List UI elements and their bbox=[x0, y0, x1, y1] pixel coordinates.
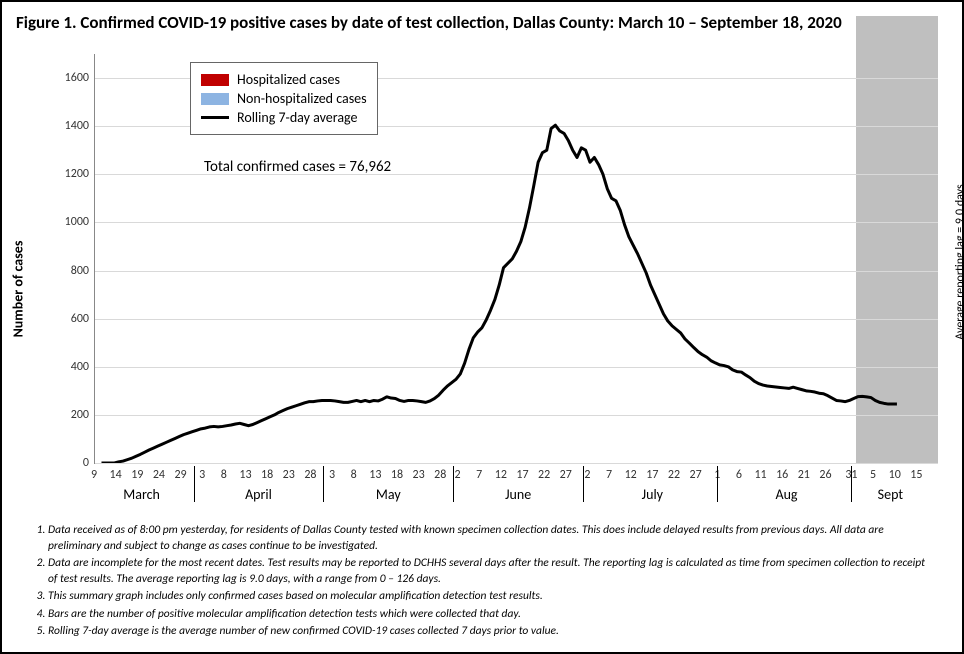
legend-nonhosp: Non-hospitalized cases bbox=[201, 90, 367, 107]
x-tick-label: 18 bbox=[261, 468, 273, 482]
month-label: April bbox=[245, 486, 272, 503]
month-separator bbox=[851, 466, 852, 502]
legend-avg: Rolling 7-day average bbox=[201, 109, 367, 126]
x-tick-label: 10 bbox=[889, 468, 901, 482]
month-separator bbox=[194, 466, 195, 502]
legend-nonhosp-label: Non-hospitalized cases bbox=[237, 90, 367, 107]
x-tick-label: 27 bbox=[560, 468, 572, 482]
y-tick-label: 1000 bbox=[49, 215, 95, 229]
legend-nonhosp-swatch bbox=[201, 93, 229, 105]
legend-avg-swatch bbox=[201, 116, 229, 119]
y-tick-label: 1200 bbox=[49, 167, 95, 181]
x-tick-label: 7 bbox=[476, 468, 482, 482]
x-tick-label: 13 bbox=[369, 468, 381, 482]
month-separator bbox=[717, 466, 718, 502]
x-tick-label: 23 bbox=[283, 468, 295, 482]
x-tick-label: 26 bbox=[819, 468, 831, 482]
footnote: Data are incomplete for the most recent … bbox=[48, 556, 936, 587]
gridline bbox=[95, 222, 938, 223]
x-tick-label: 22 bbox=[668, 468, 680, 482]
x-tick-label: 18 bbox=[391, 468, 403, 482]
legend-avg-label: Rolling 7-day average bbox=[237, 109, 358, 126]
x-axis: 9141924293813182328381318232827121722272… bbox=[94, 464, 938, 524]
x-tick-label: 28 bbox=[304, 468, 316, 482]
x-tick-label: 11 bbox=[754, 468, 766, 482]
x-tick-label: 3 bbox=[329, 468, 335, 482]
footnote: Rolling 7-day average is the average num… bbox=[48, 624, 936, 640]
x-tick-label: 12 bbox=[495, 468, 507, 482]
x-tick-label: 17 bbox=[516, 468, 528, 482]
x-tick-label: 8 bbox=[351, 468, 357, 482]
x-tick-label: 8 bbox=[221, 468, 227, 482]
x-tick-label: 27 bbox=[690, 468, 702, 482]
month-label: July bbox=[642, 486, 663, 503]
x-tick-label: 7 bbox=[606, 468, 612, 482]
month-label: June bbox=[505, 486, 531, 503]
x-tick-label: 2 bbox=[584, 468, 590, 482]
chart: Number of cases Average reporting lag = … bbox=[16, 54, 948, 524]
x-tick-label: 5 bbox=[870, 468, 876, 482]
legend-hosp-label: Hospitalized cases bbox=[237, 71, 340, 88]
x-tick-label: 6 bbox=[736, 468, 742, 482]
y-tick-label: 600 bbox=[49, 312, 95, 326]
x-tick-label: 14 bbox=[110, 468, 122, 482]
x-tick-label: 9 bbox=[91, 468, 97, 482]
y-tick-label: 1600 bbox=[49, 71, 95, 85]
x-tick-label: 29 bbox=[174, 468, 186, 482]
gridline bbox=[95, 319, 938, 320]
gridline bbox=[95, 415, 938, 416]
footnote: This summary graph includes only confirm… bbox=[48, 589, 936, 605]
month-label: May bbox=[376, 486, 401, 503]
x-tick-label: 13 bbox=[239, 468, 251, 482]
x-tick-label: 15 bbox=[910, 468, 922, 482]
month-separator bbox=[323, 466, 324, 502]
x-tick-label: 19 bbox=[131, 468, 143, 482]
x-tick-label: 16 bbox=[776, 468, 788, 482]
x-tick-label: 12 bbox=[625, 468, 637, 482]
y-tick-label: 0 bbox=[49, 456, 95, 470]
lag-main-text: Average reporting lag = 9.0 days bbox=[954, 185, 964, 340]
footnote: Data received as of 8:00 pm yesterday, f… bbox=[48, 523, 936, 554]
legend-hosp: Hospitalized cases bbox=[201, 71, 367, 88]
figure-title: Figure 1. Confirmed COVID-19 positive ca… bbox=[16, 12, 948, 33]
legend-hosp-swatch bbox=[201, 74, 229, 86]
x-tick-label: 24 bbox=[153, 468, 165, 482]
month-label: March bbox=[123, 486, 160, 503]
x-tick-label: 28 bbox=[434, 468, 446, 482]
x-tick-label: 2 bbox=[455, 468, 461, 482]
x-tick-label: 3 bbox=[199, 468, 205, 482]
y-axis-label: Number of cases bbox=[10, 241, 27, 338]
footnote: Bars are the number of positive molecula… bbox=[48, 607, 936, 623]
y-tick-label: 800 bbox=[49, 264, 95, 278]
y-tick-label: 200 bbox=[49, 408, 95, 422]
x-tick-label: 21 bbox=[798, 468, 810, 482]
x-tick-label: 17 bbox=[646, 468, 658, 482]
y-tick-label: 1400 bbox=[49, 119, 95, 133]
legend: Hospitalized cases Non-hospitalized case… bbox=[190, 62, 378, 135]
footnotes: Data received as of 8:00 pm yesterday, f… bbox=[28, 523, 936, 642]
plot-area: Average reporting lag = 9.0 days [Range … bbox=[94, 54, 938, 464]
gridline bbox=[95, 367, 938, 368]
figure-frame: Figure 1. Confirmed COVID-19 positive ca… bbox=[0, 0, 964, 654]
lag-label: Average reporting lag = 9.0 days [Range … bbox=[954, 185, 964, 340]
gridline bbox=[95, 271, 938, 272]
month-separator bbox=[453, 466, 454, 502]
x-tick-label: 23 bbox=[413, 468, 425, 482]
total-cases-note: Total confirmed cases = 76,962 bbox=[204, 158, 391, 176]
month-label: Aug bbox=[775, 486, 797, 503]
month-label: Sept bbox=[878, 486, 903, 503]
y-tick-label: 400 bbox=[49, 360, 95, 374]
month-separator bbox=[583, 466, 584, 502]
x-tick-label: 22 bbox=[538, 468, 550, 482]
